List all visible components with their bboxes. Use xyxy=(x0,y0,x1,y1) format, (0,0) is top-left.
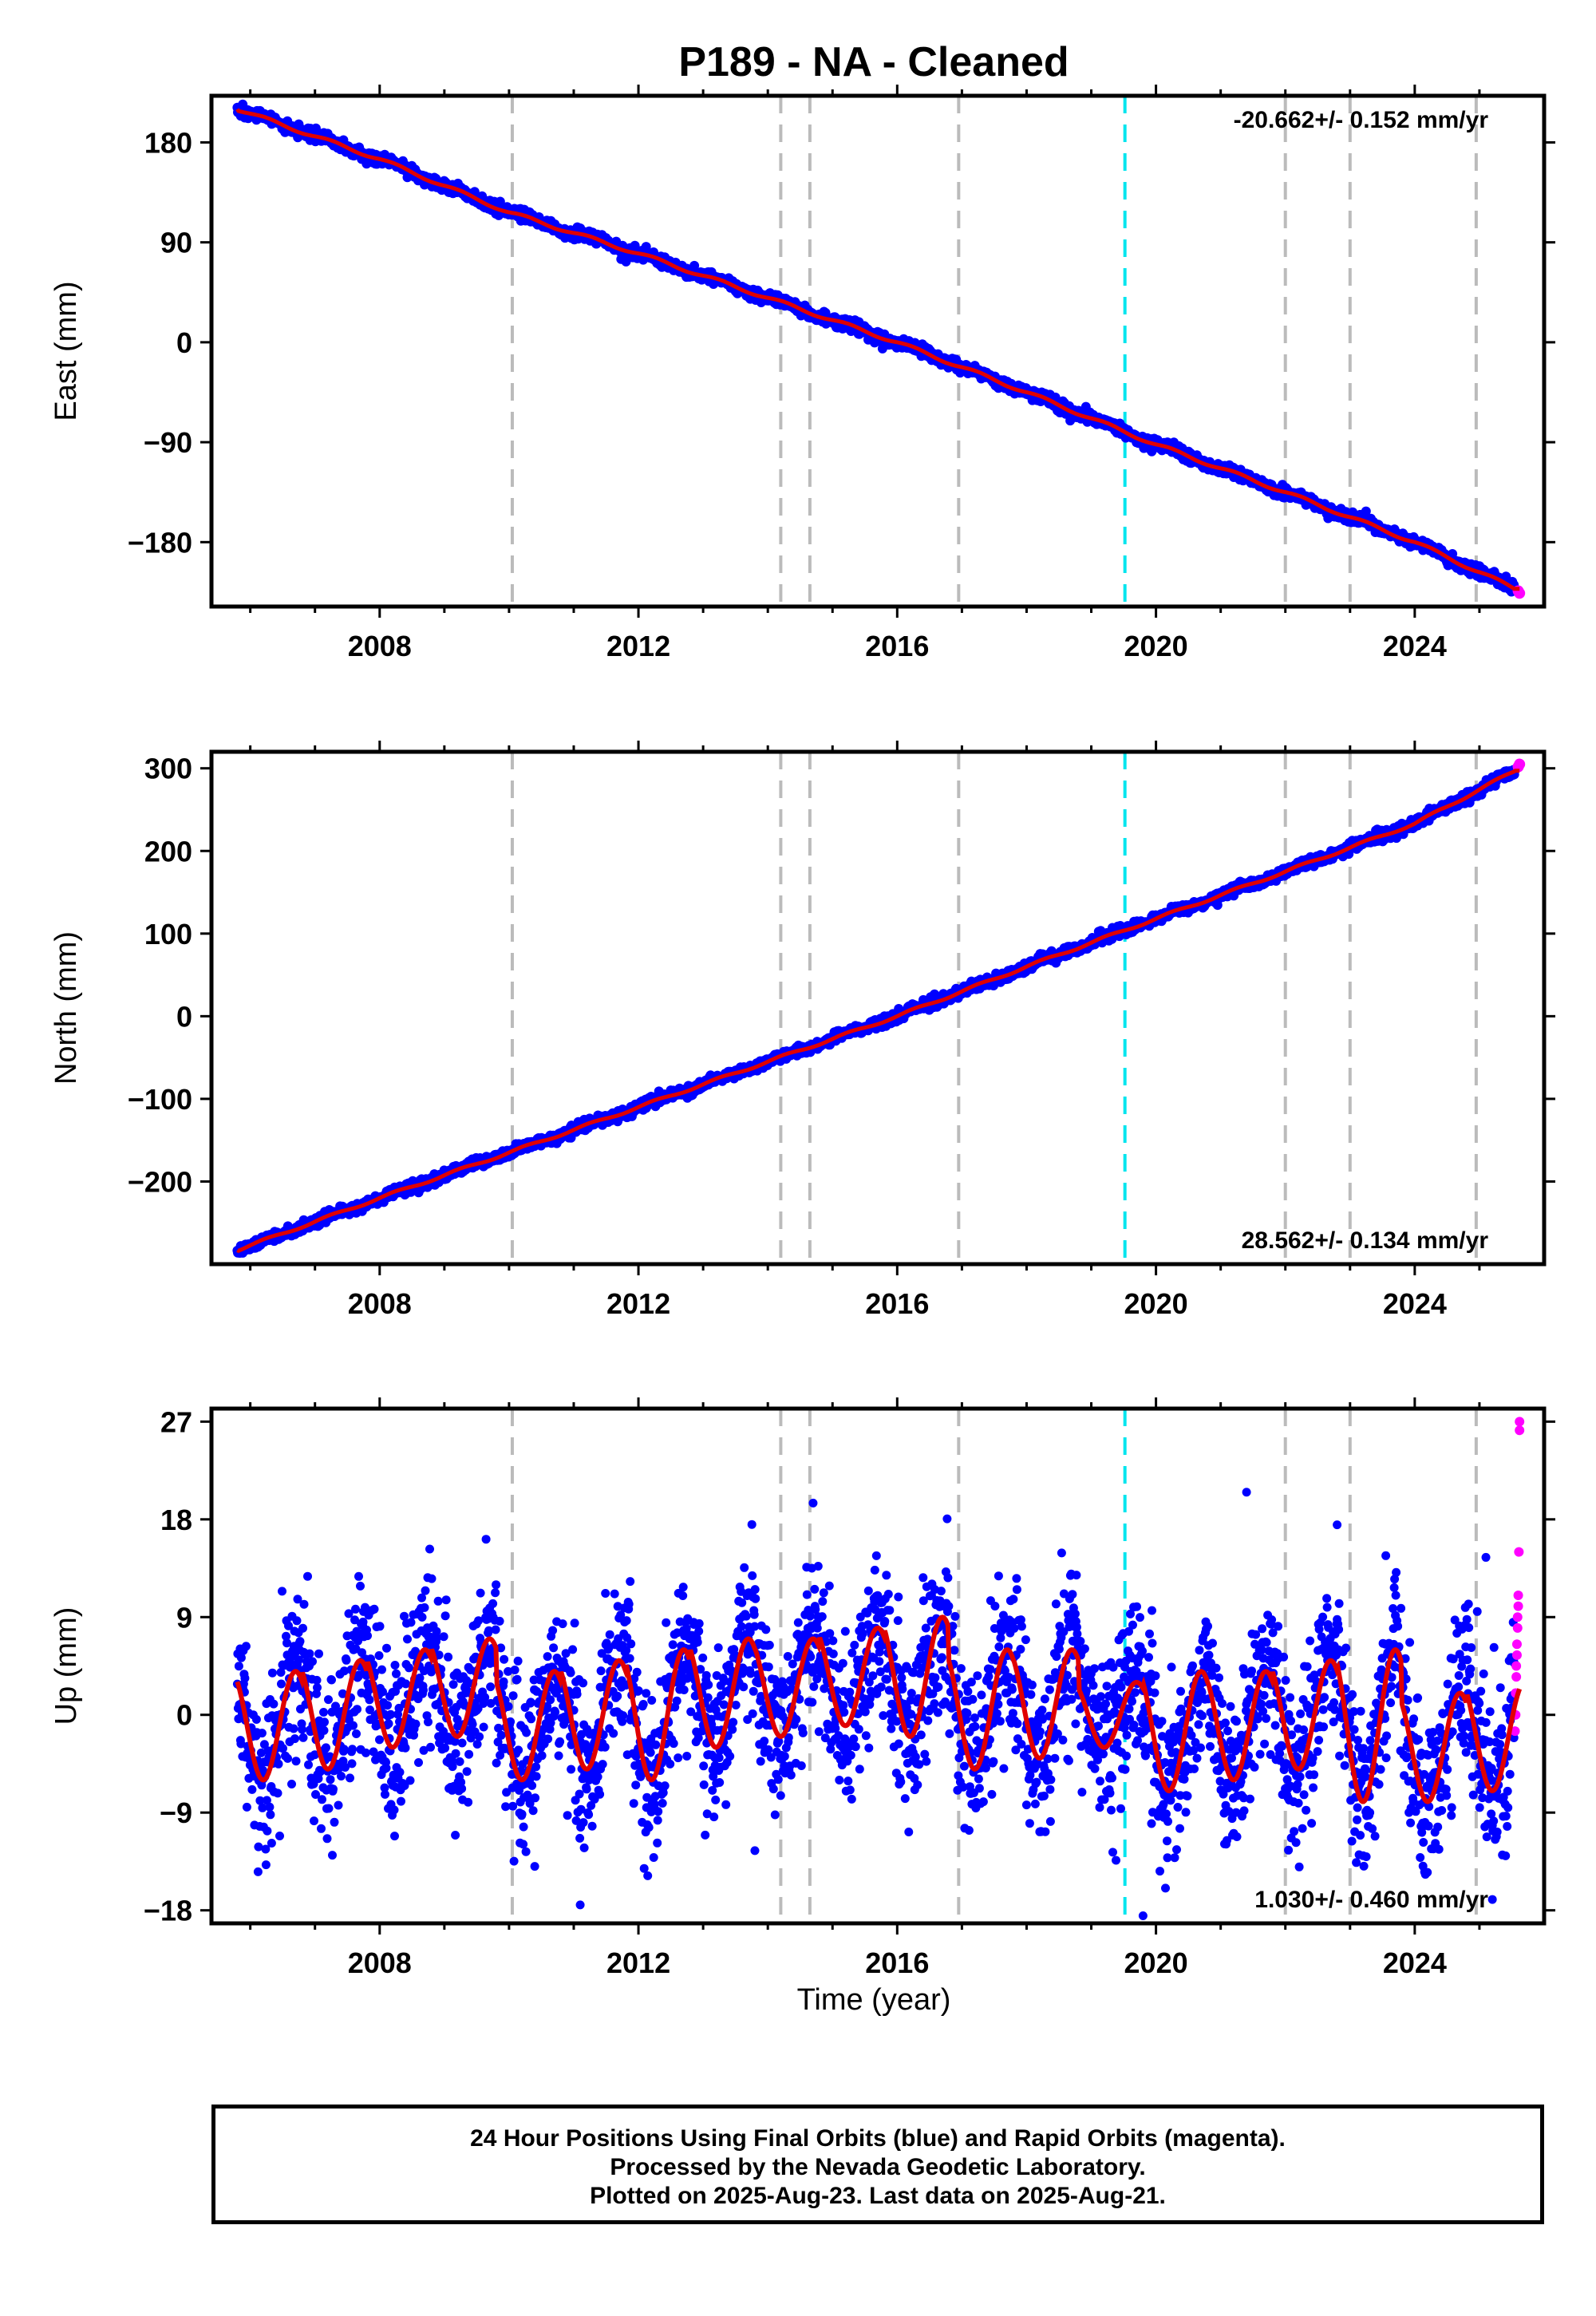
data-point xyxy=(641,242,651,252)
figure-title: P189 - NA - Cleaned xyxy=(678,39,1069,85)
model-curve xyxy=(235,108,1520,591)
rate-label: -20.662+/- 0.152 mm/yr xyxy=(1234,107,1489,133)
y-tick-label: 180 xyxy=(144,126,192,159)
x-tick-label: 2020 xyxy=(1124,630,1188,662)
y-tick-label: −180 xyxy=(128,526,192,559)
y-axis-label: East (mm) xyxy=(49,281,83,421)
x-tick-label: 2024 xyxy=(1383,630,1447,662)
x-tick-label: 2012 xyxy=(606,630,670,662)
x-tick-label: 2016 xyxy=(865,630,929,662)
panel-frame xyxy=(209,93,1547,609)
panel-east: 2008 2012 2016 2020 2024 180 90 0 −90 −180 East (m… xyxy=(49,85,1555,662)
x-tick-label: 2008 xyxy=(348,630,412,662)
final-orbit-points xyxy=(232,99,1519,597)
panel-north: 2008 2012 2016 2020 20243002001000−100−200No… xyxy=(49,741,1555,1320)
panels-group: 2008 2012 2016 2020 2024 180 90 0 −90 −180 East (m… xyxy=(49,85,1555,1979)
plot-area xyxy=(232,96,1526,607)
y-tick-label: −90 xyxy=(144,426,192,459)
y-tick-label: 0 xyxy=(176,326,192,359)
data-point xyxy=(1361,506,1371,516)
y-tick-label: 90 xyxy=(160,227,192,259)
plot-area xyxy=(232,752,1526,1264)
